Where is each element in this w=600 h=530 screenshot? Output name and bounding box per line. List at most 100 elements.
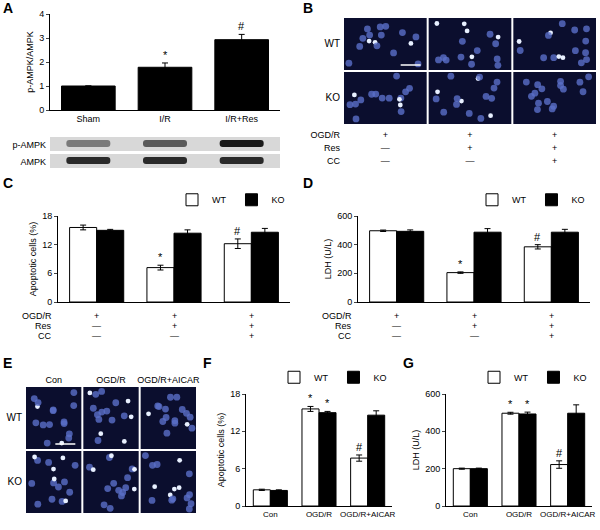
svg-text:OGD/R: OGD/R	[322, 311, 352, 321]
svg-text:*: *	[458, 258, 463, 270]
svg-text:WT: WT	[212, 195, 226, 205]
svg-text:OGD/R: OGD/R	[96, 375, 126, 385]
svg-text:+: +	[552, 130, 557, 140]
svg-text:Con: Con	[45, 375, 62, 385]
svg-text:OGD/R+AICAR: OGD/R+AICAR	[137, 375, 200, 385]
svg-text:—: —	[381, 143, 390, 153]
svg-text:WT: WT	[514, 373, 528, 383]
svg-text:*: *	[508, 398, 513, 410]
svg-text:—: —	[92, 321, 101, 331]
svg-text:+: +	[549, 331, 554, 341]
svg-text:KO: KO	[373, 373, 386, 383]
svg-text:+: +	[172, 321, 177, 331]
svg-text:CC: CC	[327, 156, 340, 166]
svg-text:+: +	[467, 130, 472, 140]
svg-text:200: 200	[337, 268, 352, 278]
svg-text:3: 3	[39, 33, 44, 43]
svg-text:2: 2	[39, 57, 44, 67]
svg-text:WT: WT	[6, 412, 22, 423]
svg-text:+: +	[383, 130, 388, 140]
svg-text:WT: WT	[324, 38, 340, 49]
svg-text:—: —	[92, 331, 101, 341]
svg-text:400: 400	[425, 426, 440, 436]
svg-text:+: +	[394, 311, 399, 321]
svg-text:OGD/R: OGD/R	[310, 130, 340, 140]
svg-text:OGD/R+AICAR: OGD/R+AICAR	[340, 510, 396, 519]
svg-text:+: +	[249, 311, 254, 321]
svg-text:4: 4	[39, 9, 44, 19]
svg-text:I/R: I/R	[159, 114, 171, 124]
svg-text:400: 400	[337, 240, 352, 250]
svg-text:*: *	[325, 397, 330, 409]
svg-text:18: 18	[42, 211, 52, 221]
svg-text:—: —	[170, 331, 179, 341]
svg-text:—: —	[392, 321, 401, 331]
svg-text:0: 0	[39, 105, 44, 115]
svg-text:Apoptotic cells (%): Apoptotic cells (%)	[28, 222, 38, 297]
svg-text:—: —	[470, 331, 479, 341]
svg-text:Res: Res	[335, 321, 352, 331]
svg-text:+: +	[552, 143, 557, 153]
svg-text:0: 0	[435, 501, 440, 511]
svg-text:KO: KO	[271, 195, 284, 205]
svg-text:p-AMPK/AMPK: p-AMPK/AMPK	[25, 31, 35, 93]
svg-text:#: #	[556, 447, 563, 459]
svg-text:+: +	[172, 311, 177, 321]
svg-text:KO: KO	[8, 476, 23, 487]
svg-text:p-AMPK: p-AMPK	[12, 140, 46, 150]
svg-text:AMPK: AMPK	[20, 157, 46, 167]
svg-text:#: #	[234, 225, 241, 237]
svg-text:OGD/R: OGD/R	[306, 510, 332, 519]
svg-text:6: 6	[235, 464, 240, 474]
svg-text:+: +	[552, 156, 557, 166]
svg-text:0: 0	[235, 501, 240, 511]
svg-text:OGD/R: OGD/R	[506, 510, 532, 519]
svg-text:—: —	[466, 156, 475, 166]
svg-text:CC: CC	[338, 331, 351, 341]
svg-text:0: 0	[347, 297, 352, 307]
svg-text:*: *	[308, 392, 313, 404]
svg-text:+: +	[467, 143, 472, 153]
svg-text:+: +	[249, 321, 254, 331]
svg-text:Con: Con	[463, 510, 478, 519]
svg-text:200: 200	[425, 464, 440, 474]
svg-text:KO: KO	[573, 373, 586, 383]
svg-text:+: +	[472, 321, 477, 331]
svg-text:+: +	[549, 321, 554, 331]
svg-text:600: 600	[337, 211, 352, 221]
svg-text:Con: Con	[263, 510, 278, 519]
svg-text:KO: KO	[571, 195, 584, 205]
svg-text:KO: KO	[326, 92, 341, 103]
svg-text:600: 600	[425, 389, 440, 399]
svg-text:LDH (U/L): LDH (U/L)	[323, 239, 333, 280]
svg-text:Res: Res	[35, 321, 52, 331]
svg-text:1: 1	[39, 81, 44, 91]
svg-text:+: +	[249, 331, 254, 341]
svg-text:+: +	[472, 311, 477, 321]
svg-text:+: +	[94, 311, 99, 321]
svg-text:0: 0	[47, 297, 52, 307]
svg-text:*: *	[525, 398, 530, 410]
svg-text:#: #	[238, 20, 245, 32]
svg-text:LDH (U/L): LDH (U/L)	[411, 430, 421, 471]
svg-text:OGD/R: OGD/R	[22, 311, 52, 321]
svg-text:CC: CC	[38, 331, 51, 341]
svg-text:WT: WT	[314, 373, 328, 383]
svg-text:18: 18	[230, 389, 240, 399]
svg-text:—: —	[392, 331, 401, 341]
svg-text:6: 6	[47, 268, 52, 278]
svg-text:Apoptotic cells (%): Apoptotic cells (%)	[216, 413, 226, 488]
svg-text:*: *	[163, 49, 168, 61]
svg-text:12: 12	[42, 240, 52, 250]
svg-text:#: #	[356, 441, 363, 453]
svg-text:#: #	[534, 231, 541, 243]
svg-text:I/R+Res: I/R+Res	[225, 114, 258, 124]
svg-text:Sham: Sham	[77, 114, 101, 124]
svg-text:12: 12	[230, 426, 240, 436]
svg-text:*: *	[158, 251, 163, 263]
svg-text:Res: Res	[324, 143, 341, 153]
svg-text:+: +	[549, 311, 554, 321]
svg-text:WT: WT	[512, 195, 526, 205]
svg-text:OGD/R+AICAR: OGD/R+AICAR	[540, 510, 596, 519]
svg-text:—: —	[381, 156, 390, 166]
